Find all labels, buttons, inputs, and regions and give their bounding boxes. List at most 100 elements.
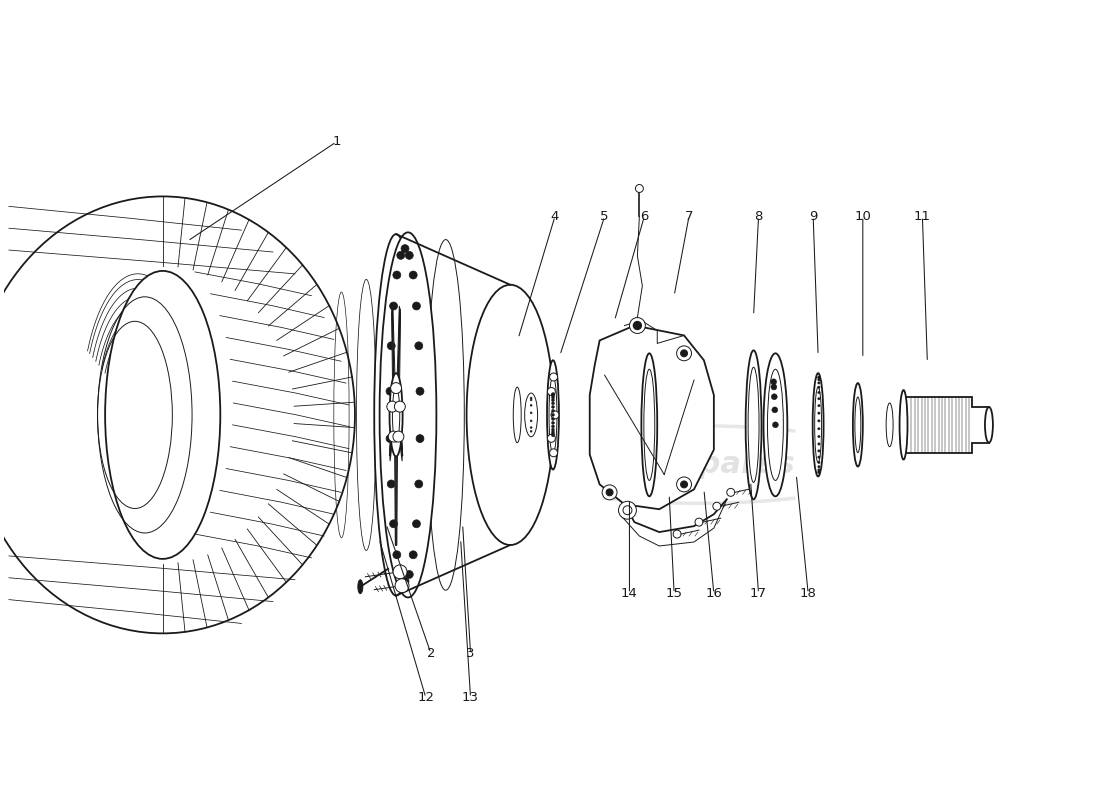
- Circle shape: [695, 518, 703, 526]
- Circle shape: [817, 382, 821, 384]
- Circle shape: [817, 470, 821, 473]
- Ellipse shape: [641, 354, 658, 496]
- Circle shape: [817, 469, 821, 471]
- Circle shape: [551, 428, 554, 431]
- Circle shape: [548, 434, 556, 442]
- Ellipse shape: [984, 407, 993, 442]
- Circle shape: [530, 412, 532, 414]
- Circle shape: [409, 271, 417, 279]
- Ellipse shape: [358, 580, 363, 594]
- Circle shape: [389, 302, 397, 310]
- Circle shape: [415, 342, 422, 350]
- Circle shape: [817, 386, 821, 389]
- Circle shape: [551, 410, 554, 412]
- Text: 2: 2: [427, 646, 436, 660]
- Text: 17: 17: [750, 587, 767, 600]
- Circle shape: [405, 570, 414, 578]
- Circle shape: [409, 551, 417, 558]
- Circle shape: [681, 350, 688, 357]
- Circle shape: [551, 422, 554, 424]
- Polygon shape: [389, 417, 393, 461]
- Circle shape: [393, 551, 400, 558]
- Circle shape: [551, 398, 554, 402]
- Circle shape: [551, 394, 554, 398]
- Circle shape: [727, 488, 735, 496]
- Circle shape: [387, 480, 395, 488]
- Text: 6: 6: [640, 210, 649, 222]
- Text: eurospares: eurospares: [86, 350, 279, 380]
- Circle shape: [551, 430, 554, 434]
- Circle shape: [772, 422, 779, 428]
- Circle shape: [550, 373, 558, 381]
- Ellipse shape: [374, 234, 418, 596]
- Polygon shape: [903, 397, 989, 453]
- Ellipse shape: [813, 373, 824, 477]
- Circle shape: [416, 387, 424, 395]
- Circle shape: [817, 377, 821, 379]
- Ellipse shape: [106, 271, 220, 559]
- Circle shape: [551, 393, 554, 396]
- Circle shape: [551, 414, 554, 416]
- Text: 16: 16: [705, 587, 723, 600]
- Circle shape: [771, 384, 777, 390]
- Circle shape: [402, 578, 409, 585]
- Circle shape: [395, 578, 409, 593]
- Circle shape: [676, 477, 692, 492]
- Text: 1: 1: [332, 135, 341, 148]
- Circle shape: [387, 342, 395, 350]
- Circle shape: [817, 420, 821, 422]
- Circle shape: [713, 502, 721, 510]
- Ellipse shape: [0, 197, 355, 634]
- Circle shape: [389, 520, 397, 528]
- Circle shape: [618, 502, 637, 519]
- Circle shape: [393, 565, 407, 578]
- Ellipse shape: [514, 387, 521, 442]
- Text: 8: 8: [755, 210, 762, 222]
- Circle shape: [817, 405, 821, 407]
- Ellipse shape: [763, 354, 788, 496]
- Circle shape: [629, 318, 646, 334]
- Circle shape: [817, 450, 821, 452]
- Circle shape: [551, 406, 554, 409]
- Polygon shape: [395, 457, 397, 545]
- Circle shape: [412, 520, 420, 528]
- Circle shape: [551, 411, 559, 419]
- Circle shape: [530, 397, 532, 399]
- Circle shape: [673, 530, 681, 538]
- Circle shape: [405, 251, 414, 259]
- Circle shape: [817, 466, 821, 468]
- Ellipse shape: [887, 403, 893, 446]
- Polygon shape: [397, 306, 400, 388]
- Circle shape: [397, 570, 405, 578]
- Text: 12: 12: [417, 691, 434, 705]
- Circle shape: [388, 431, 399, 442]
- Circle shape: [634, 322, 641, 330]
- Text: 9: 9: [808, 210, 817, 222]
- Circle shape: [386, 434, 394, 442]
- Circle shape: [817, 462, 821, 464]
- Ellipse shape: [389, 373, 403, 457]
- Circle shape: [551, 433, 554, 435]
- Circle shape: [636, 185, 644, 193]
- Circle shape: [551, 434, 554, 437]
- Ellipse shape: [746, 350, 761, 499]
- Ellipse shape: [852, 383, 862, 466]
- Circle shape: [390, 382, 402, 394]
- Circle shape: [817, 427, 821, 430]
- Text: 10: 10: [855, 210, 871, 222]
- Circle shape: [402, 245, 409, 253]
- Circle shape: [530, 399, 532, 401]
- Circle shape: [551, 396, 554, 399]
- Text: 7: 7: [685, 210, 693, 222]
- Text: 5: 5: [601, 210, 609, 222]
- Text: 4: 4: [551, 210, 559, 222]
- Polygon shape: [399, 417, 403, 461]
- Circle shape: [602, 485, 617, 500]
- Circle shape: [551, 402, 554, 405]
- Circle shape: [415, 480, 422, 488]
- Circle shape: [416, 434, 424, 442]
- Text: eurospares: eurospares: [603, 450, 795, 479]
- Circle shape: [387, 401, 398, 412]
- Circle shape: [393, 431, 404, 442]
- Circle shape: [817, 376, 821, 378]
